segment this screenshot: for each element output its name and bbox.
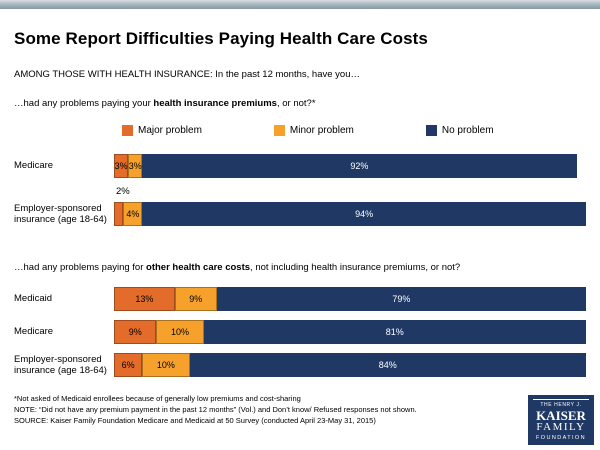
- bar-segment-no-problem: 79%: [216, 287, 586, 311]
- bar-row-employer-other: Employer-sponsored insurance (age 18-64)…: [14, 353, 586, 377]
- footnote-note: NOTE: “Did not have any premium payment …: [14, 405, 417, 414]
- chart-premiums: Medicare 3% 3% 92% 2% Employer-sponsored…: [14, 154, 586, 226]
- legend-swatch-no-problem: [425, 125, 437, 136]
- stacked-bar-medicare-other: 9% 10% 81%: [114, 320, 586, 344]
- bar-segment-no-problem: 94%: [142, 202, 586, 226]
- bar-segment-major: 9%: [114, 320, 157, 344]
- kff-logo-line2: KAISER: [536, 408, 586, 423]
- outside-percent-label: 2%: [116, 186, 130, 197]
- legend-swatch-minor-problem: [273, 125, 285, 136]
- bar-segment-no-problem: 81%: [203, 320, 586, 344]
- page-title: Some Report Difficulties Paying Health C…: [14, 29, 428, 48]
- question-2-bold: other health care costs: [146, 262, 251, 273]
- bar-segment-minor: 3%: [128, 154, 143, 178]
- row-label-medicaid: Medicaid: [14, 293, 53, 305]
- row-label-medicare: Medicare: [14, 160, 54, 172]
- bar-segment-minor: 10%: [156, 320, 204, 344]
- question-2-suffix: , not including health insurance premium…: [250, 262, 461, 273]
- bar-segment-major: 6%: [114, 353, 143, 377]
- legend-label-no-problem: No problem: [441, 125, 494, 136]
- kff-logo: THE HENRY J. KAISER FAMILY FOUNDATION: [528, 395, 594, 445]
- legend-item-no-problem: No problem: [425, 125, 494, 136]
- legend-label-minor-problem: Minor problem: [289, 125, 354, 136]
- row-label-employer: Employer-sponsored insurance (age 18-64): [14, 353, 107, 376]
- legend-item-major-problem: Major problem: [122, 125, 202, 136]
- question-1-prefix: …had any problems paying your: [14, 98, 154, 109]
- slide-content: Some Report Difficulties Paying Health C…: [0, 9, 600, 426]
- bar-segment-minor: 4%: [123, 202, 143, 226]
- footnote-asterisk: *Not asked of Medicaid enrollees because…: [14, 394, 301, 403]
- bar-row-employer-premiums: Employer-sponsored insurance (age 18-64)…: [14, 202, 586, 226]
- bar-segment-no-problem: 84%: [189, 353, 586, 377]
- legend: Major problem Minor problem No problem: [122, 125, 586, 136]
- bar-segment-major: [114, 202, 124, 226]
- stacked-bar-employer-premiums: 4% 94%: [114, 202, 586, 226]
- top-accent-band: [0, 0, 600, 9]
- legend-swatch-major-problem: [122, 125, 133, 136]
- question-1: …had any problems paying your health ins…: [14, 98, 586, 109]
- footnote-source: SOURCE: Kaiser Family Foundation Medicar…: [14, 416, 376, 425]
- kff-logo-line3: FAMILY: [536, 421, 586, 433]
- kff-logo-line4: FOUNDATION: [536, 435, 586, 441]
- bar-segment-major: 13%: [114, 287, 175, 311]
- question-2: …had any problems paying for other healt…: [14, 262, 586, 273]
- row-label-employer: Employer-sponsored insurance (age 18-64): [14, 202, 107, 225]
- question-1-suffix: , or not?*: [276, 98, 316, 109]
- bar-segment-no-problem: 92%: [142, 154, 577, 178]
- footnotes: *Not asked of Medicaid enrollees because…: [14, 393, 586, 426]
- kff-logo-rule: [533, 399, 589, 400]
- legend-item-minor-problem: Minor problem: [273, 125, 354, 136]
- legend-label-major-problem: Major problem: [138, 125, 202, 136]
- bar-segment-minor: 9%: [174, 287, 217, 311]
- question-2-prefix: …had any problems paying for: [14, 262, 147, 273]
- kff-logo-line1: THE HENRY J.: [540, 402, 582, 408]
- stacked-bar-employer-other: 6% 10% 84%: [114, 353, 586, 377]
- bar-segment-major: 3%: [114, 154, 129, 178]
- subtitle: AMONG THOSE WITH HEALTH INSURANCE: In th…: [14, 69, 360, 80]
- question-1-bold: health insurance premiums: [153, 98, 277, 109]
- bar-row-medicaid-other: Medicaid 13% 9% 79%: [14, 287, 586, 311]
- stacked-bar-medicare-premiums: 3% 3% 92%: [114, 154, 586, 178]
- bar-row-medicare-other: Medicare 9% 10% 81%: [14, 320, 586, 344]
- stacked-bar-medicaid-other: 13% 9% 79%: [114, 287, 586, 311]
- bar-row-medicare-premiums: Medicare 3% 3% 92%: [14, 154, 586, 178]
- row-label-medicare: Medicare: [14, 326, 54, 338]
- chart-other-costs: Medicaid 13% 9% 79% Medicare 9% 10% 81% …: [14, 287, 586, 377]
- bar-segment-minor: 10%: [142, 353, 190, 377]
